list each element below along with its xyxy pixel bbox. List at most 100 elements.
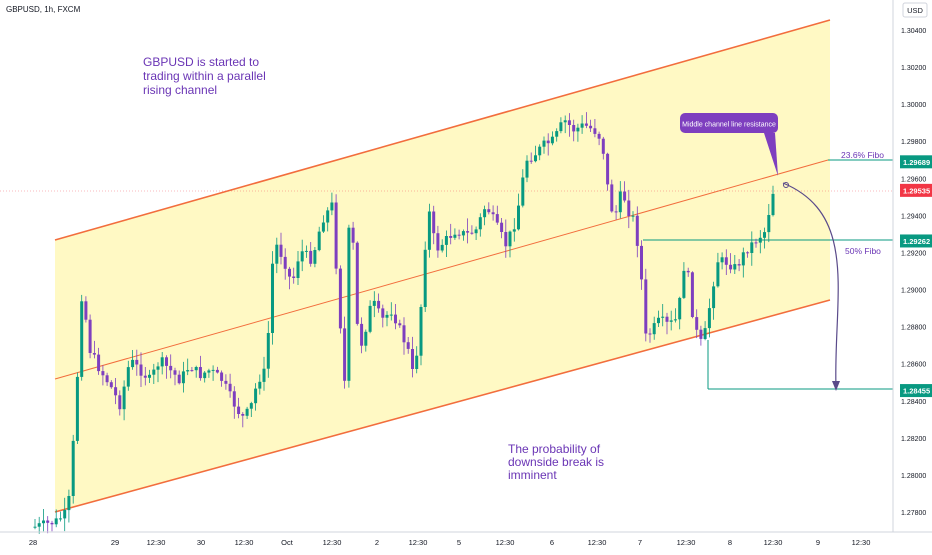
candle-body: [758, 237, 762, 243]
y-tick-label: 1.28200: [901, 436, 926, 443]
annotation-bottom-line: imminent: [508, 468, 557, 482]
candle-body: [160, 357, 164, 367]
callout-box[interactable]: [680, 113, 778, 133]
x-tick-label: 12:30: [496, 538, 515, 547]
candle-body: [589, 125, 593, 129]
candle-body: [444, 236, 448, 245]
candle-body: [177, 374, 181, 384]
candle-body: [746, 252, 750, 254]
currency-badge[interactable]: [902, 2, 928, 18]
candle-body: [237, 406, 241, 414]
candle-body: [474, 229, 478, 234]
projection-start-dot: [783, 182, 789, 188]
candle-body: [525, 160, 529, 178]
candle-body: [67, 496, 71, 511]
price-axis[interactable]: 1.27800 1.28000 1.28200 1.28400 1.28600 1.288…: [901, 28, 926, 517]
fibo-50-label: 50% Fibo: [845, 246, 881, 256]
channel-fill: [55, 20, 830, 512]
candle-body: [122, 386, 126, 410]
candle-body: [550, 136, 554, 144]
x-tick-label: 12:30: [852, 538, 871, 547]
candle-body: [126, 367, 130, 387]
y-tick-label: 1.28000: [901, 473, 926, 480]
candle-body: [504, 232, 508, 247]
candle-body: [542, 140, 546, 147]
candle-body: [381, 308, 385, 318]
candle-body: [699, 329, 703, 339]
candle-body: [198, 367, 202, 379]
channel-upper-line[interactable]: [54, 19, 831, 241]
time-axis[interactable]: 28 29 12:30 30 12:30 Oct 12:30 2 12:30 5 12:30 6 12:…: [29, 538, 871, 547]
candle-body: [567, 120, 571, 125]
symbol-title: GBPUSD, 1h, FXCM: [6, 5, 81, 14]
candle-body: [326, 210, 330, 223]
candle-body: [415, 355, 419, 369]
candle-body: [648, 333, 652, 335]
candle-body: [508, 231, 512, 247]
candle-body: [228, 383, 232, 392]
candle-body: [313, 250, 317, 264]
candle-body: [644, 279, 648, 334]
candle-body: [610, 184, 614, 212]
candle-body: [601, 138, 605, 154]
candle-body: [665, 316, 669, 322]
y-tick-label: 1.27800: [901, 510, 926, 517]
y-tick-label: 1.29800: [901, 139, 926, 146]
candle-body: [597, 133, 601, 139]
candle-body: [652, 323, 656, 335]
x-tick-label: 2: [375, 538, 379, 547]
y-tick-label: 1.30400: [901, 28, 926, 35]
candle-body: [241, 414, 245, 416]
candle-body: [529, 160, 533, 162]
candle-body: [42, 520, 45, 524]
x-tick-label: 6: [550, 538, 554, 547]
candle-body: [402, 325, 406, 343]
price-label-box-target: [900, 384, 932, 398]
candle-body: [165, 357, 168, 366]
price-label-current: 1.29535: [903, 186, 930, 195]
candle-body: [279, 244, 283, 257]
candle-body: [673, 319, 677, 321]
y-tick-label: 1.28800: [901, 325, 926, 332]
candle-body: [254, 388, 258, 404]
projection-arrow[interactable]: [782, 182, 839, 389]
candle-body: [720, 257, 724, 263]
candle-body: [614, 211, 618, 213]
projection-arrowhead: [832, 381, 840, 391]
candle-body: [258, 381, 262, 389]
candle-body: [109, 382, 113, 388]
candle-body: [186, 370, 190, 372]
candle-body: [419, 307, 423, 356]
annotation-bottom-line: downside break is: [508, 455, 604, 469]
candle-body: [640, 245, 643, 280]
x-tick-label: Oct: [281, 538, 294, 547]
fibo-236-label: 23.6% Fibo: [841, 150, 884, 160]
candle-body: [432, 211, 436, 234]
candle-body: [703, 328, 707, 339]
candle-body: [143, 375, 147, 378]
channel-middle-line[interactable]: [54, 159, 829, 380]
annotation-top-line: GBPUSD is started to: [143, 55, 259, 69]
candle-body: [440, 244, 444, 251]
candle-body: [131, 359, 135, 368]
candle-body: [262, 368, 266, 382]
candle-body: [729, 264, 733, 270]
x-tick-label: 12:30: [147, 538, 166, 547]
y-tick-label: 1.29400: [901, 213, 926, 220]
y-tick-label: 1.30200: [901, 65, 926, 72]
candle-body: [173, 370, 177, 375]
candle-body: [37, 523, 41, 527]
candle-body: [546, 140, 550, 144]
candle-body: [101, 371, 105, 376]
candle-body: [321, 222, 325, 232]
x-tick-label: 29: [111, 538, 119, 547]
candle-body: [330, 202, 334, 211]
candle-body: [427, 211, 431, 250]
x-tick-label: 7: [638, 538, 642, 547]
x-tick-label: 12:30: [323, 538, 342, 547]
candle-body: [50, 522, 54, 525]
candle-body: [296, 261, 300, 278]
